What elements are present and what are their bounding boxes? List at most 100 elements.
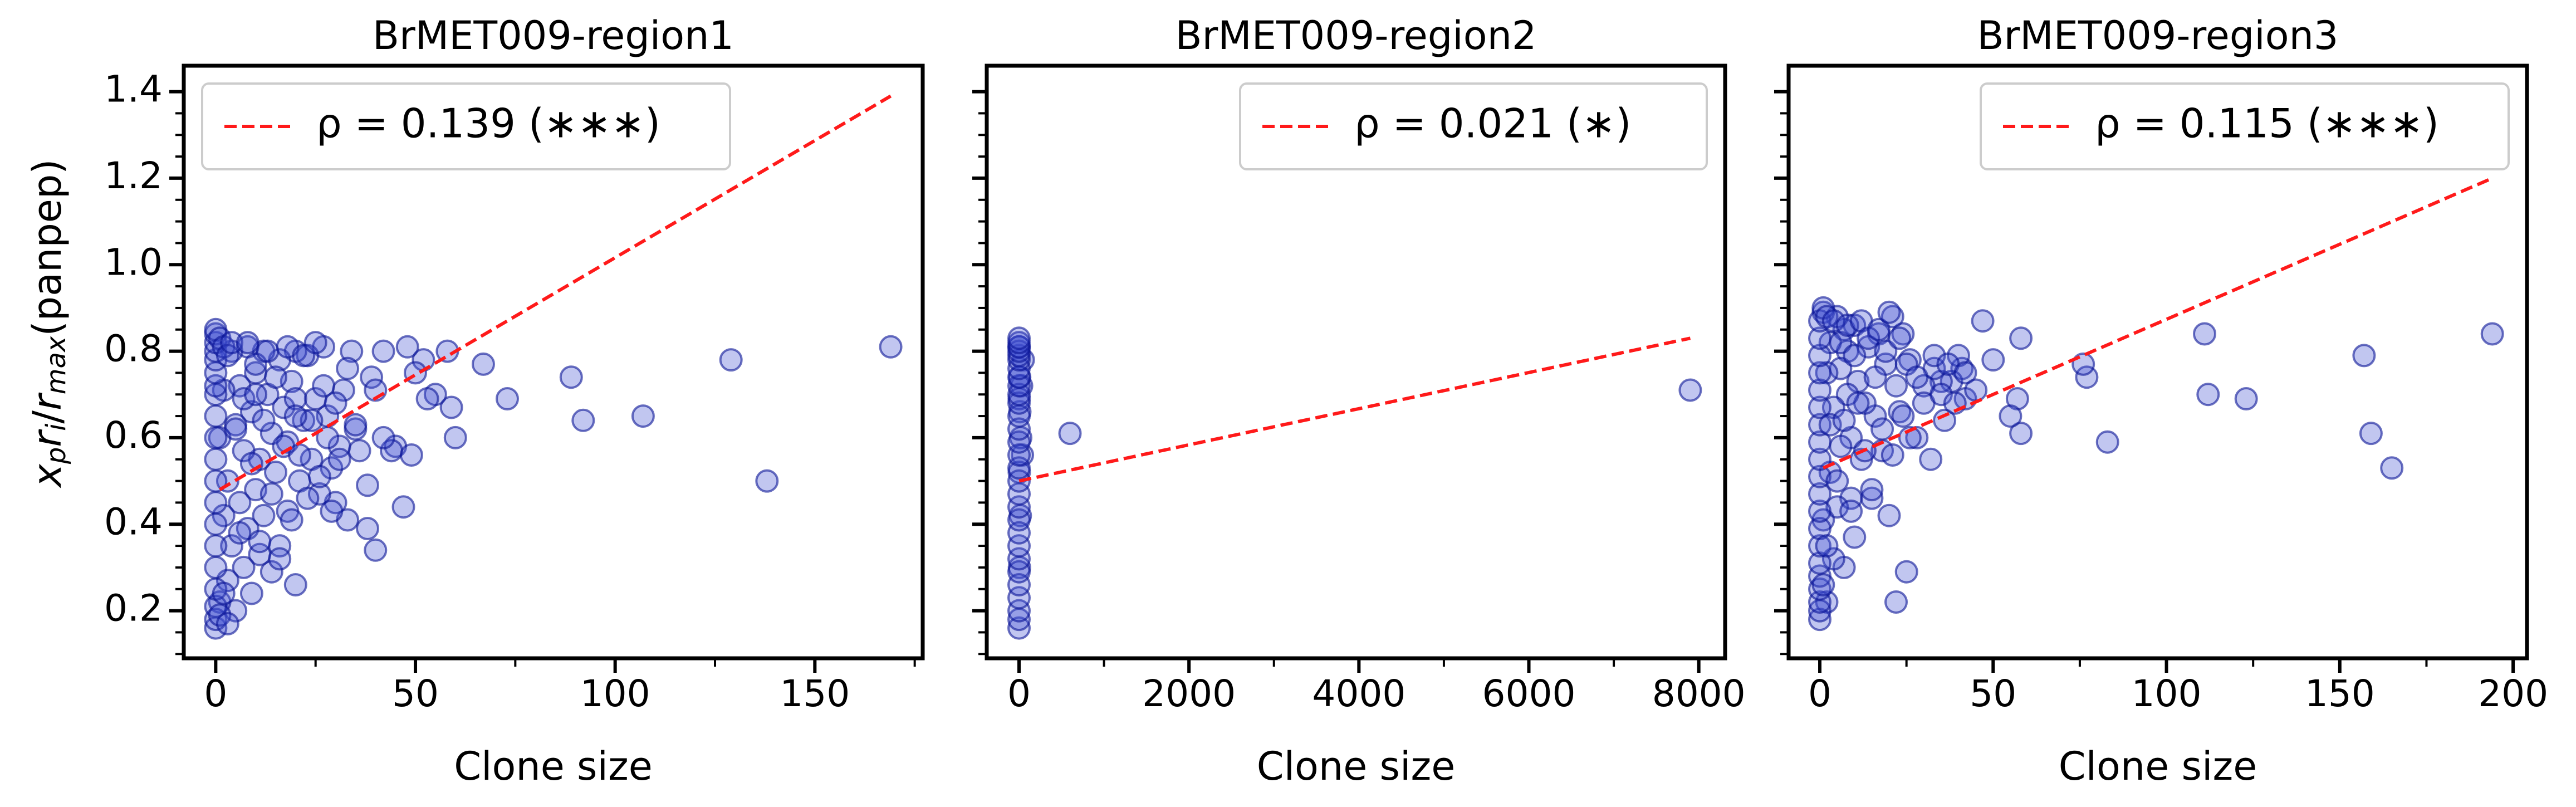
legend-label: ρ = 0.021 (∗)	[1354, 100, 1631, 147]
scatter-points	[1808, 296, 2504, 632]
legend-box	[1239, 82, 1708, 170]
x-tick-label: 8000	[1652, 672, 1746, 715]
data-point	[1867, 317, 1891, 341]
data-point	[1839, 499, 1863, 523]
x-tick-label: 100	[580, 672, 650, 715]
data-point	[1818, 413, 1842, 437]
data-point	[1808, 590, 1831, 614]
panel-title: BrMET009-region1	[373, 13, 734, 58]
data-point	[1846, 391, 1870, 415]
data-point	[1808, 344, 1831, 368]
data-point	[571, 408, 595, 432]
data-point	[336, 356, 360, 380]
y-tick-label: 0.8	[104, 327, 163, 370]
data-point	[1905, 365, 1929, 389]
data-point	[1860, 478, 1884, 502]
data-point	[1058, 422, 1082, 446]
data-point	[395, 335, 419, 359]
data-point	[272, 395, 296, 419]
data-point	[559, 365, 583, 389]
data-point	[1007, 599, 1031, 623]
y-tick-label: 1.0	[104, 241, 163, 283]
data-point	[631, 404, 655, 428]
data-point	[1678, 378, 1702, 402]
data-point	[1919, 447, 1943, 471]
panel-region2: 0 2000 4000 6000 8000 BrMET009-region2 Clone s…	[972, 13, 1746, 789]
data-point	[360, 365, 384, 389]
data-point	[1884, 374, 1908, 398]
data-point	[232, 555, 256, 579]
data-point	[324, 391, 347, 415]
x-axis-label: Clone size	[2059, 744, 2257, 789]
data-point	[1007, 521, 1031, 545]
data-point	[371, 339, 395, 363]
data-point	[1877, 503, 1901, 527]
data-point	[303, 331, 327, 355]
data-point	[1870, 417, 1894, 441]
scatter-points	[1007, 326, 1702, 640]
data-point	[1007, 560, 1031, 584]
data-point	[1007, 326, 1031, 350]
data-point	[259, 560, 283, 584]
data-point	[1843, 344, 1867, 368]
data-point	[252, 503, 276, 527]
data-point	[232, 439, 256, 463]
data-point	[252, 408, 276, 432]
data-point	[2380, 456, 2404, 480]
data-point	[1808, 447, 1831, 471]
legend: ρ = 0.021 (∗)	[1239, 82, 1708, 170]
x-tick-label: 150	[2305, 672, 2375, 715]
data-point	[443, 425, 467, 449]
data-point	[496, 387, 519, 410]
y-tick-label: 1.2	[104, 154, 163, 197]
data-point	[1843, 525, 1867, 549]
x-tick-label: 0	[1007, 672, 1031, 715]
data-point	[1825, 469, 1849, 493]
legend-box	[1980, 82, 2510, 170]
data-point	[296, 486, 320, 510]
data-point	[2352, 344, 2376, 368]
data-point	[1821, 309, 1845, 333]
x-tick-label: 2000	[1142, 672, 1236, 715]
data-point	[2234, 387, 2258, 410]
data-point	[2009, 422, 2033, 446]
data-point	[1832, 408, 1856, 432]
data-point	[212, 503, 236, 527]
data-point	[1999, 404, 2022, 428]
legend-label: ρ = 0.139 (∗∗∗)	[316, 100, 660, 147]
data-point	[1808, 464, 1831, 488]
data-point	[1808, 608, 1831, 632]
data-point	[239, 581, 263, 605]
data-point	[220, 331, 244, 355]
data-point	[204, 447, 228, 471]
data-point	[1007, 547, 1031, 571]
data-point	[264, 461, 287, 484]
data-point	[1007, 586, 1031, 610]
data-point	[283, 573, 307, 596]
data-point	[1829, 434, 1853, 458]
data-point	[1007, 374, 1031, 398]
data-point	[1007, 534, 1031, 558]
data-point	[472, 352, 495, 376]
data-point	[356, 473, 379, 497]
data-point	[268, 547, 292, 571]
axes-frame	[1786, 63, 2529, 661]
data-point	[232, 387, 256, 410]
data-point	[1888, 326, 1912, 350]
x-tick-label: 4000	[1312, 672, 1405, 715]
y-axis-label: xpri/rmax(panpep)	[25, 159, 72, 488]
data-point	[204, 425, 228, 449]
legend-label: ρ = 0.115 (∗∗∗)	[2095, 100, 2439, 147]
panel-title: BrMET009-region2	[1176, 13, 1537, 58]
data-point	[1898, 425, 1922, 449]
data-point	[1933, 408, 1957, 432]
data-point	[236, 331, 259, 355]
data-point	[1839, 486, 1863, 510]
data-point	[1877, 300, 1901, 324]
data-point	[204, 491, 228, 515]
data-point	[1007, 383, 1031, 407]
data-point	[204, 534, 228, 558]
regression-line	[1018, 336, 1691, 483]
data-point	[280, 508, 303, 532]
data-point	[312, 374, 336, 398]
